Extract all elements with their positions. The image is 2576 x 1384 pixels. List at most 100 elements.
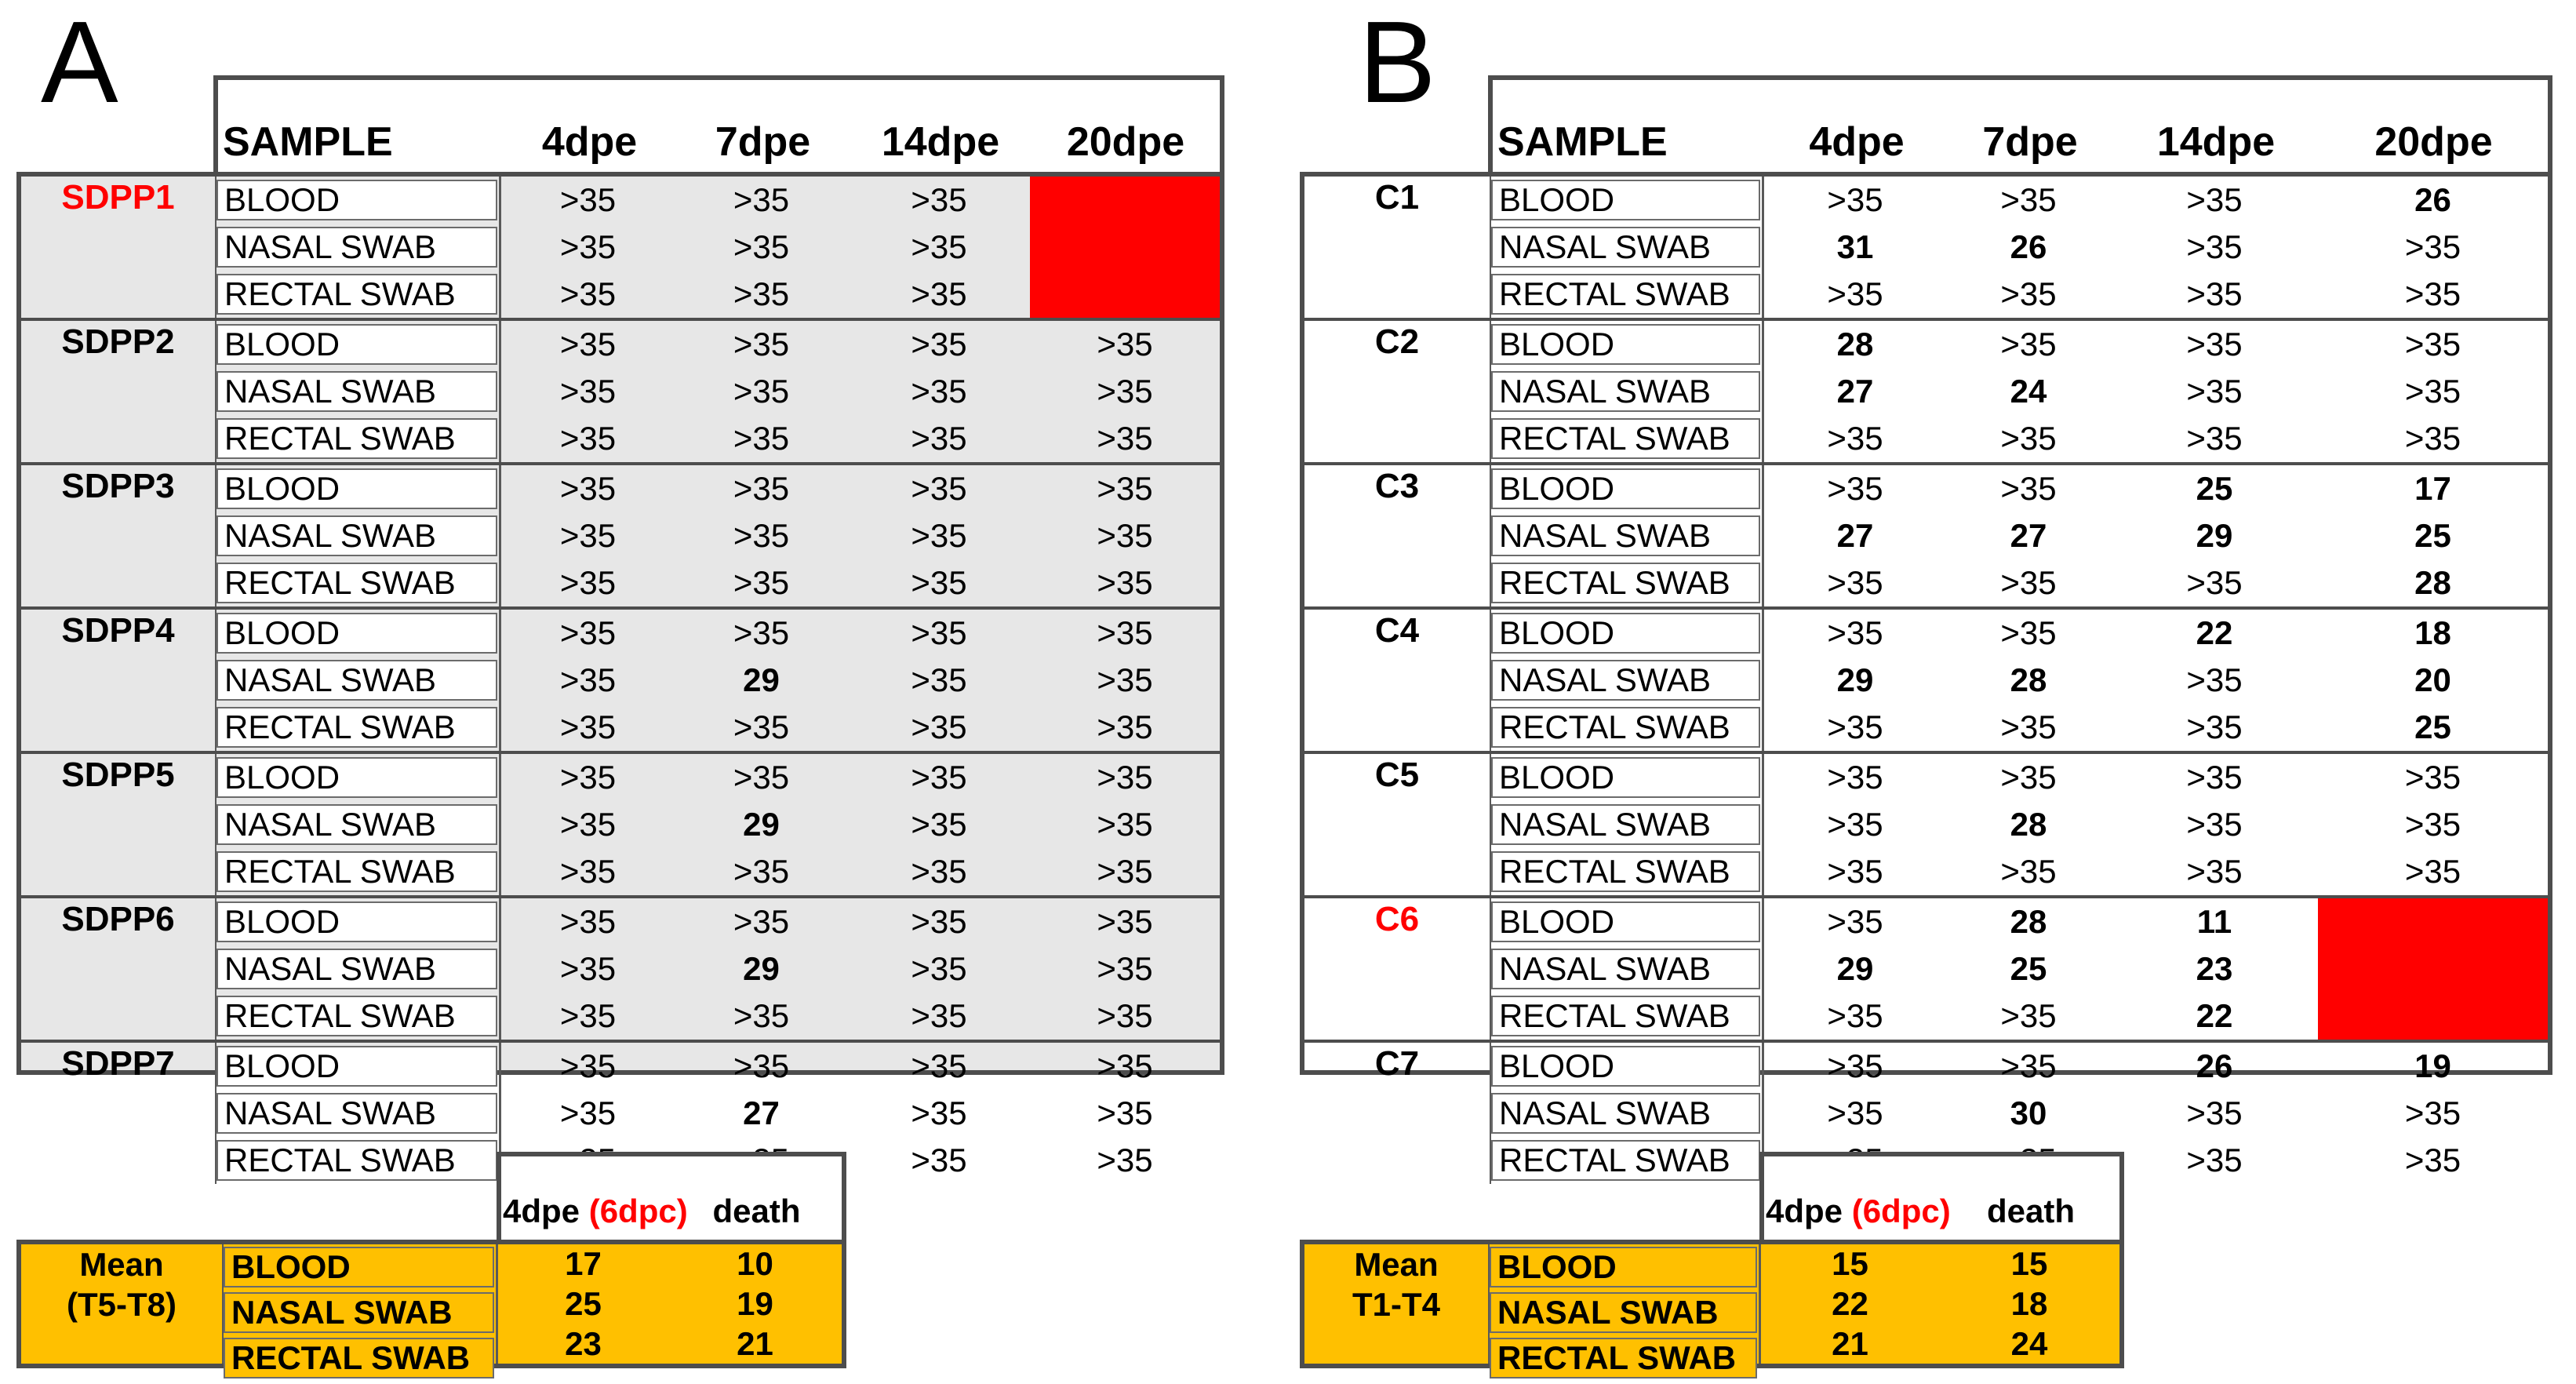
value-cell: 22 <box>2196 997 2233 1034</box>
value-cell: >35 <box>2000 708 2057 745</box>
value-cell: >35 <box>2000 420 2057 457</box>
value-cell: >35 <box>733 420 790 457</box>
group-label-cell: C5 <box>1304 754 1491 895</box>
mean-label-line: Mean <box>79 1245 164 1283</box>
group-label-cell: SDPP2 <box>21 321 216 462</box>
value-cell: >35 <box>733 614 790 651</box>
mean-label-line: Mean <box>1354 1245 1439 1283</box>
value-cell: 22 <box>2196 614 2233 651</box>
value-cell: >35 <box>559 517 617 554</box>
sample-cell: NASAL SWAB <box>216 371 497 412</box>
value-cell: 23 <box>2196 950 2233 987</box>
group-label: C4 <box>1374 611 1420 650</box>
value-cell: >35 <box>559 181 617 218</box>
sample-column: BLOOD NASAL SWAB RECTAL SWAB <box>1491 754 1764 895</box>
group-label: SDPP5 <box>61 756 175 794</box>
mean-header-death: death <box>1986 1193 2075 1229</box>
sample-cell: NASAL SWAB <box>1491 949 1760 989</box>
column-header-14dpe: 14dpe <box>2156 119 2276 166</box>
table-a-header-row: SAMPLE 4dpe 7dpe 14dpe 20dpe <box>213 75 1224 177</box>
mean-sample-cell: RECTAL SWAB <box>224 1338 494 1379</box>
value-cell: >35 <box>1827 181 1883 218</box>
value-cell: >35 <box>559 708 617 745</box>
column-header-4dpe: 4dpe <box>1809 119 1905 166</box>
value-cell: 28 <box>1836 326 1874 362</box>
value-cell: >35 <box>2000 181 2057 218</box>
value-cell: >35 <box>1827 806 1883 843</box>
mean-group-label: Mean (T5-T8) <box>21 1244 224 1364</box>
group-label: SDPP2 <box>61 322 175 361</box>
sample-cell: RECTAL SWAB <box>1491 707 1760 748</box>
value-grid: >35 >35 >35 >35 >35 >35 >35 >35 >35 >35 >35 >35 <box>501 465 1220 606</box>
group-label-cell: C7 <box>1304 1043 1491 1184</box>
group-label-cell: SDPP3 <box>21 465 216 606</box>
value-cell: >35 <box>1097 853 1153 890</box>
mean-sample-cell: BLOOD <box>224 1247 494 1287</box>
value-cell: >35 <box>559 997 617 1034</box>
value-cell: 26 <box>2010 228 2047 265</box>
value-cell: >35 <box>1097 997 1153 1034</box>
mean-sample-cell: BLOOD <box>1490 1247 1757 1287</box>
red-merged-cell <box>2318 898 2548 1040</box>
mean-header-6dpc: (6dpc) <box>588 1193 688 1229</box>
value-cell: 31 <box>1836 228 1874 265</box>
group-sdpp5: SDPP5 BLOOD NASAL SWAB RECTAL SWAB >35 >35 >35… <box>21 751 1220 895</box>
value-cell: >35 <box>559 373 617 410</box>
value-cell: >35 <box>2186 564 2243 601</box>
mean-value-4dpe: 17 <box>565 1245 602 1283</box>
value-cell: >35 <box>911 950 967 987</box>
value-cell: 29 <box>743 806 780 843</box>
column-header-sample: SAMPLE <box>223 119 393 166</box>
value-cell: >35 <box>1097 806 1153 843</box>
mean-header-death: death <box>712 1193 801 1229</box>
value-cell: >35 <box>1097 564 1153 601</box>
value-cell: >35 <box>911 759 967 796</box>
value-cell: 24 <box>2010 373 2047 410</box>
group-label: C3 <box>1374 467 1420 505</box>
table-b-body: C1 BLOOD NASAL SWAB RECTAL SWAB >35 >35 >35 26 3… <box>1300 172 2552 1184</box>
value-cell: 28 <box>2010 661 2047 698</box>
value-cell: >35 <box>1097 326 1153 362</box>
value-cell: >35 <box>559 564 617 601</box>
column-header-14dpe: 14dpe <box>881 119 1000 166</box>
value-cell: >35 <box>2186 181 2243 218</box>
value-cell: >35 <box>733 1047 790 1084</box>
sample-column: BLOOD NASAL SWAB RECTAL SWAB <box>216 1043 501 1184</box>
sample-cell: BLOOD <box>216 468 497 509</box>
value-cell: >35 <box>1827 997 1883 1034</box>
column-header-20dpe: 20dpe <box>2374 119 2493 166</box>
mean-header-4dpe: 4dpe (6dpc) <box>1766 1193 1951 1229</box>
value-cell: 20 <box>2414 661 2451 698</box>
value-cell: >35 <box>2186 326 2243 362</box>
value-cell: >35 <box>733 275 790 312</box>
value-cell: >35 <box>733 470 790 507</box>
mean-value-death: 21 <box>737 1324 773 1362</box>
value-cell: >35 <box>2186 373 2243 410</box>
value-cell: >35 <box>1827 708 1883 745</box>
mean-value-death: 15 <box>2010 1245 2048 1283</box>
sample-cell: NASAL SWAB <box>1491 371 1760 412</box>
mean-sample-cell: NASAL SWAB <box>1490 1292 1757 1333</box>
value-cell: >35 <box>1097 661 1153 698</box>
value-cell: >35 <box>559 275 617 312</box>
mean-value-4dpe: 23 <box>565 1324 602 1362</box>
mean-sample-column: BLOOD NASAL SWAB RECTAL SWAB <box>224 1244 498 1379</box>
value-cell: >35 <box>733 373 790 410</box>
sample-cell: RECTAL SWAB <box>216 418 497 459</box>
value-cell: >35 <box>559 326 617 362</box>
value-cell: >35 <box>559 759 617 796</box>
group-label-cell: SDPP7 <box>21 1043 216 1184</box>
value-grid: >35 28 11 29 25 23 >35 >35 22 <box>1764 898 2548 1040</box>
value-cell: >35 <box>559 853 617 890</box>
value-cell: >35 <box>911 228 967 265</box>
mean-group-label: Mean T1-T4 <box>1304 1244 1490 1364</box>
sample-column: BLOOD NASAL SWAB RECTAL SWAB <box>1491 321 1764 462</box>
sample-cell: NASAL SWAB <box>1491 515 1760 556</box>
group-label: C6 <box>1374 900 1420 938</box>
value-cell: >35 <box>559 661 617 698</box>
sample-cell: NASAL SWAB <box>216 804 497 845</box>
value-cell: >35 <box>911 564 967 601</box>
mean-value-4dpe: 25 <box>565 1284 602 1322</box>
value-cell: >35 <box>559 950 617 987</box>
group-label-cell: C4 <box>1304 610 1491 751</box>
